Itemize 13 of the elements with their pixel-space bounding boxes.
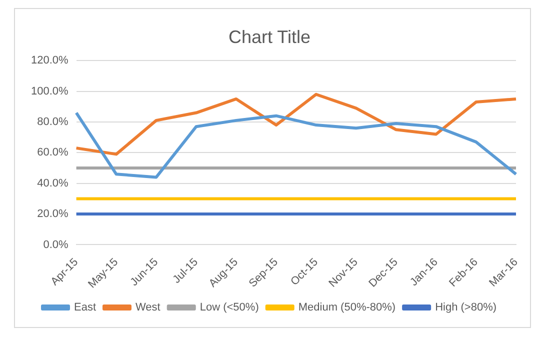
y-tick-label: 40.0% xyxy=(37,177,69,190)
y-tick-label: 120.0% xyxy=(30,54,69,67)
y-tick-label: 0.0% xyxy=(43,238,69,251)
y-tick-label: 80.0% xyxy=(37,116,69,128)
chart-title: Chart Title xyxy=(228,26,311,47)
legend-label: East xyxy=(74,302,96,314)
legend-label: Low (<50%) xyxy=(200,302,259,314)
legend-label: Medium (50%-80%) xyxy=(298,302,396,314)
legend-label: High (>80%) xyxy=(435,302,497,314)
y-tick-label: 60.0% xyxy=(37,146,69,159)
y-tick-label: 20.0% xyxy=(37,208,69,220)
y-tick-label: 100.0% xyxy=(30,85,69,98)
legend-label: West xyxy=(136,302,160,314)
